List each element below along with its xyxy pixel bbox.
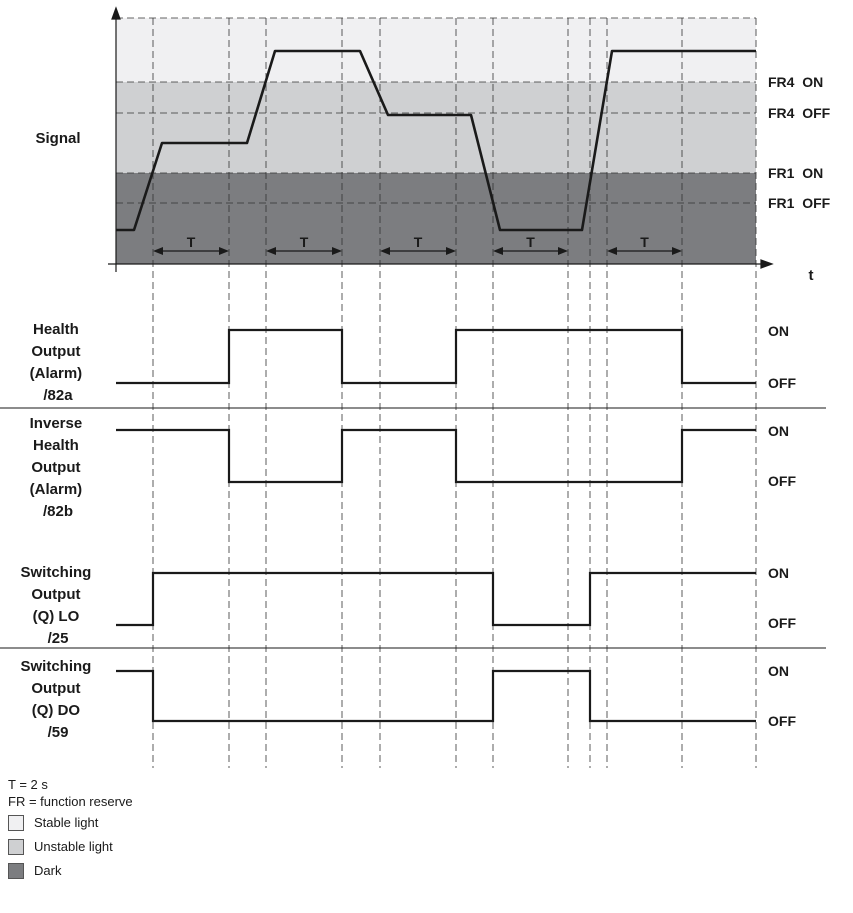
switching-output-lo-waveform xyxy=(116,571,756,627)
inverse-health-output-label: Inverse Health Output (Alarm) /82b xyxy=(30,415,87,520)
threshold-label-fr1-on: FR1 ON xyxy=(768,165,823,181)
inverse-off-label: OFF xyxy=(768,473,796,489)
period-label: T xyxy=(526,234,535,250)
period-arrow: T xyxy=(607,234,682,255)
switching-output-lo-label: Switching Output (Q) LO /25 xyxy=(20,564,95,647)
period-label: T xyxy=(187,234,196,250)
threshold-label-fr1-off: FR1 OFF xyxy=(768,195,831,211)
zone-dark xyxy=(116,173,756,264)
do-on-label: ON xyxy=(768,663,789,679)
switching-output-do-label: Switching Output (Q) DO /59 xyxy=(20,658,95,741)
inverse-on-label: ON xyxy=(768,423,789,439)
unstable-light-swatch xyxy=(8,838,24,855)
period-arrow: T xyxy=(153,234,229,255)
period-label: T xyxy=(300,234,309,250)
signal-label: Signal xyxy=(35,130,80,147)
period-note: T = 2 s xyxy=(8,777,48,792)
period-label: T xyxy=(640,234,649,250)
period-arrow: T xyxy=(380,234,456,255)
switching-output-do-waveform xyxy=(116,669,756,723)
section-separators xyxy=(0,407,826,649)
dark-swatch xyxy=(8,862,24,879)
health-on-label: ON xyxy=(768,323,789,339)
legend-label-unstable-light: Unstable light xyxy=(34,839,113,854)
function-reserve-note: FR = function reserve xyxy=(8,794,133,809)
legend-item-stable-light: Stable light xyxy=(8,811,133,834)
zone-unstable-light xyxy=(116,82,756,173)
threshold-label-fr4-off: FR4 OFF xyxy=(768,105,831,121)
stable-light-swatch xyxy=(8,814,24,831)
legend-item-unstable-light: Unstable light xyxy=(8,835,133,858)
time-axis-label: t xyxy=(809,267,814,284)
health-output-waveform xyxy=(116,328,756,385)
legend: T = 2 s FR = function reserve Stable lig… xyxy=(8,776,133,882)
legend-label-dark: Dark xyxy=(34,863,62,878)
legend-item-dark: Dark xyxy=(8,859,133,882)
health-off-label: OFF xyxy=(768,375,796,391)
period-arrow: T xyxy=(266,234,342,255)
threshold-lines xyxy=(116,17,756,204)
signal-trace xyxy=(116,49,756,232)
do-off-label: OFF xyxy=(768,713,796,729)
output-waveforms xyxy=(116,328,756,723)
lo-off-label: OFF xyxy=(768,615,796,631)
legend-label-stable-light: Stable light xyxy=(34,815,99,830)
inverse-health-output-waveform xyxy=(116,428,756,484)
threshold-label-fr4-on: FR4 ON xyxy=(768,74,823,90)
period-label: T xyxy=(414,234,423,250)
period-arrow: T xyxy=(493,234,568,255)
lo-on-label: ON xyxy=(768,565,789,581)
health-output-label: Health Output (Alarm) /82a xyxy=(30,321,87,404)
